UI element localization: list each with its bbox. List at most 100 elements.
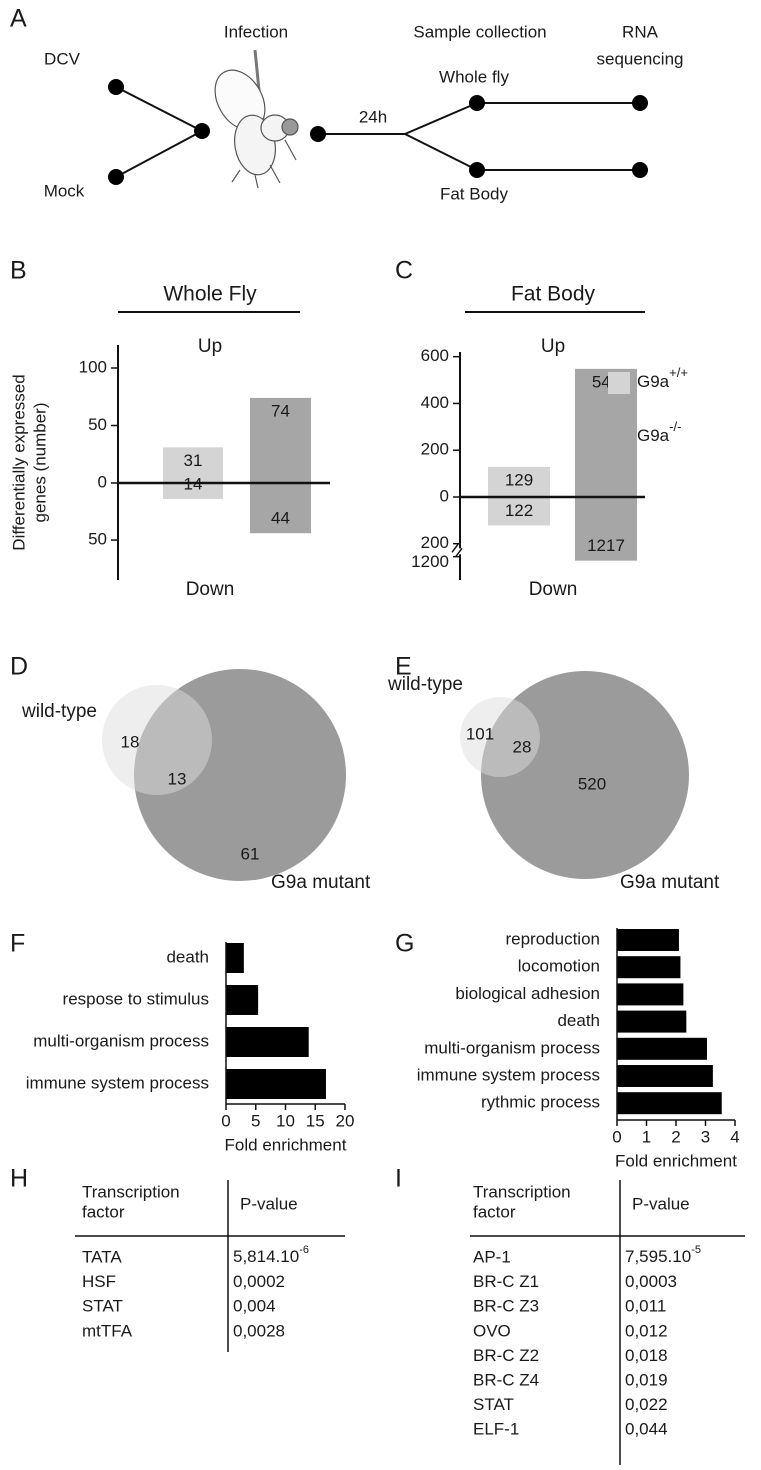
y-tick-label: 200 — [421, 440, 449, 459]
direction-label: Down — [529, 579, 578, 600]
panel-letter: G — [395, 930, 414, 958]
value-label: 1217 — [587, 536, 625, 555]
panel-title: Fat Body — [511, 283, 596, 306]
p-value-exp: -6 — [299, 1244, 309, 1256]
y-tick-label: 400 — [421, 393, 449, 412]
x-tick-label: 4 — [730, 1127, 739, 1146]
condition-label: DCV — [44, 49, 81, 68]
bar — [226, 985, 259, 1015]
value-label: 44 — [271, 509, 290, 528]
workflow-dots — [108, 79, 648, 185]
value-label: 74 — [271, 401, 290, 420]
factor-name: HSF — [82, 1272, 116, 1291]
time-label: 24h — [359, 107, 387, 126]
category-label: biological adhesion — [455, 984, 600, 1003]
region-count: 18 — [121, 732, 140, 751]
factor-name: BR-C Z1 — [473, 1272, 539, 1291]
legend-sup: -/- — [669, 419, 681, 434]
bar-down — [575, 497, 637, 561]
p-value: 7,595.10-5 — [625, 1244, 701, 1267]
x-tick-label: 1 — [642, 1127, 651, 1146]
table-header: P-value — [240, 1194, 298, 1213]
panel-letter: A — [10, 5, 27, 33]
y-tick-label: 1200 — [411, 552, 449, 571]
table-header: Transcription — [473, 1182, 571, 1201]
bar-up — [163, 447, 223, 483]
axis-break — [455, 547, 463, 557]
legend-label: G9a+/+ — [637, 365, 688, 391]
y-axis-label: Differentially expressed — [9, 374, 28, 550]
p-value: 0,0002 — [233, 1272, 285, 1291]
bar — [617, 1037, 707, 1060]
x-tick-label: 20 — [336, 1111, 355, 1130]
category-label: death — [166, 947, 209, 966]
table-header: P-value — [632, 1194, 690, 1213]
sample-label: Fat Body — [440, 184, 509, 203]
factor-name: BR-C Z2 — [473, 1346, 539, 1365]
set-label: G9a mutant — [620, 872, 720, 893]
factor-name: BR-C Z4 — [473, 1370, 539, 1389]
set-label: wild-type — [387, 674, 463, 695]
panel-letter: F — [10, 930, 25, 958]
value-label: 31 — [184, 451, 203, 470]
bar-down — [163, 483, 223, 499]
panel-letter: E — [395, 653, 412, 681]
legend-name: G9a — [637, 426, 670, 445]
factor-name: ELF-1 — [473, 1420, 519, 1439]
panel-letter: H — [10, 1165, 28, 1193]
y-tick-label: 100 — [79, 357, 107, 376]
y-axis-label: genes (number) — [30, 402, 49, 522]
category-label: locomotion — [518, 957, 600, 976]
p-value: 0,0028 — [233, 1321, 285, 1340]
panel-letter: C — [395, 257, 413, 285]
legend-label: G9a-/- — [637, 419, 681, 445]
legend-swatch — [608, 426, 630, 448]
p-value-base: 7,595.10 — [625, 1247, 691, 1266]
value-label: 129 — [505, 470, 533, 489]
table-header: Transcription — [82, 1182, 180, 1201]
y-tick-label: 50 — [88, 415, 107, 434]
p-value: 0,044 — [625, 1420, 668, 1439]
x-tick-label: 0 — [221, 1111, 230, 1130]
panel-title: Whole Fly — [163, 283, 257, 306]
region-count: 13 — [168, 769, 187, 788]
factor-name: OVO — [473, 1321, 511, 1340]
legend-sup: +/+ — [669, 365, 688, 380]
set-overlay — [102, 685, 212, 795]
bar — [617, 1010, 687, 1033]
p-value-exp: -5 — [691, 1244, 701, 1256]
direction-label: Up — [198, 336, 222, 357]
p-value: 0,019 — [625, 1370, 668, 1389]
value-label: 122 — [505, 501, 533, 520]
bar — [617, 983, 684, 1006]
p-value: 0,022 — [625, 1395, 668, 1414]
category-label: respose to stimulus — [63, 989, 209, 1008]
set-label: G9a mutant — [271, 872, 371, 893]
x-tick-label: 2 — [671, 1127, 680, 1146]
condition-label: Mock — [44, 181, 85, 200]
stage-label: Sample collection — [413, 22, 546, 41]
p-value: 0,0003 — [625, 1272, 677, 1291]
factor-name: STAT — [473, 1395, 514, 1414]
x-axis-label: Fold enrichment — [225, 1135, 347, 1154]
x-tick-label: 15 — [306, 1111, 325, 1130]
p-value: 0,012 — [625, 1321, 668, 1340]
table-header: factor — [473, 1202, 516, 1221]
x-axis-label: Fold enrichment — [615, 1151, 737, 1170]
category-label: immune system process — [417, 1065, 600, 1084]
factor-name: TATA — [82, 1247, 122, 1266]
x-tick-label: 10 — [276, 1111, 295, 1130]
panel-letter: I — [395, 1165, 402, 1193]
p-value: 0,004 — [233, 1297, 276, 1316]
bar — [226, 943, 244, 973]
legend-name: G9a — [637, 372, 670, 391]
bar-down — [250, 483, 311, 534]
stage-label: RNA — [622, 22, 659, 41]
bar — [617, 1092, 722, 1115]
panel-letter: B — [10, 257, 27, 285]
bar — [617, 929, 679, 951]
category-label: reproduction — [505, 929, 600, 948]
axis-break — [451, 543, 459, 553]
bar-down — [488, 497, 550, 526]
